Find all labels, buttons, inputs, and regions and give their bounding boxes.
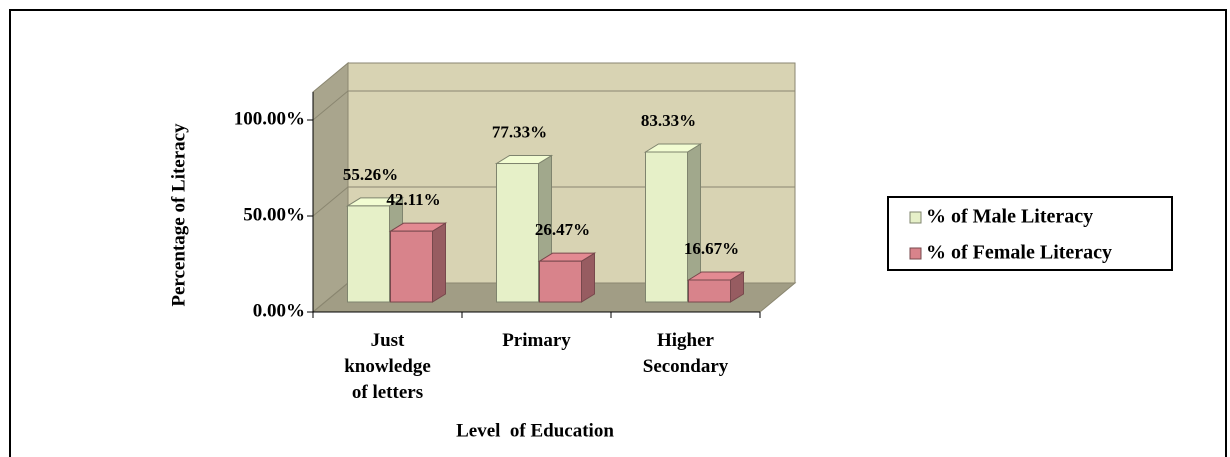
legend-label: % of Male Literacy: [926, 206, 1093, 228]
legend-label: % of Female Literacy: [926, 242, 1112, 264]
data-label: 26.47%: [535, 220, 590, 239]
data-label: 42.11%: [386, 190, 440, 209]
bar: [688, 279, 731, 303]
x-axis-label: Level of Education: [456, 420, 614, 441]
bar: [347, 205, 390, 303]
bar: [539, 260, 582, 303]
legend-swatch: [909, 211, 922, 224]
legend-box: [887, 196, 1173, 271]
data-label: 55.26%: [343, 165, 398, 184]
data-label: 77.33%: [492, 122, 547, 141]
bar: [390, 230, 433, 303]
y-tick-label: 0.00%: [253, 300, 305, 321]
bar-side: [432, 222, 446, 303]
side-wall: [312, 61, 349, 314]
data-label: 16.67%: [684, 239, 739, 258]
y-tick-label: 50.00%: [243, 204, 305, 225]
bar: [496, 163, 539, 303]
x-tick-label: Higher Secondary: [643, 330, 729, 377]
x-tick-label: Just knowledge of letters: [344, 330, 431, 403]
data-label: 83.33%: [641, 111, 696, 130]
legend-swatch: [909, 247, 922, 260]
y-axis-label: Percentage of Literacy: [168, 123, 189, 307]
y-tick-label: 100.00%: [234, 108, 305, 129]
x-tick-label: Primary: [502, 330, 571, 351]
bar: [645, 151, 688, 303]
grid-line: [312, 90, 795, 121]
